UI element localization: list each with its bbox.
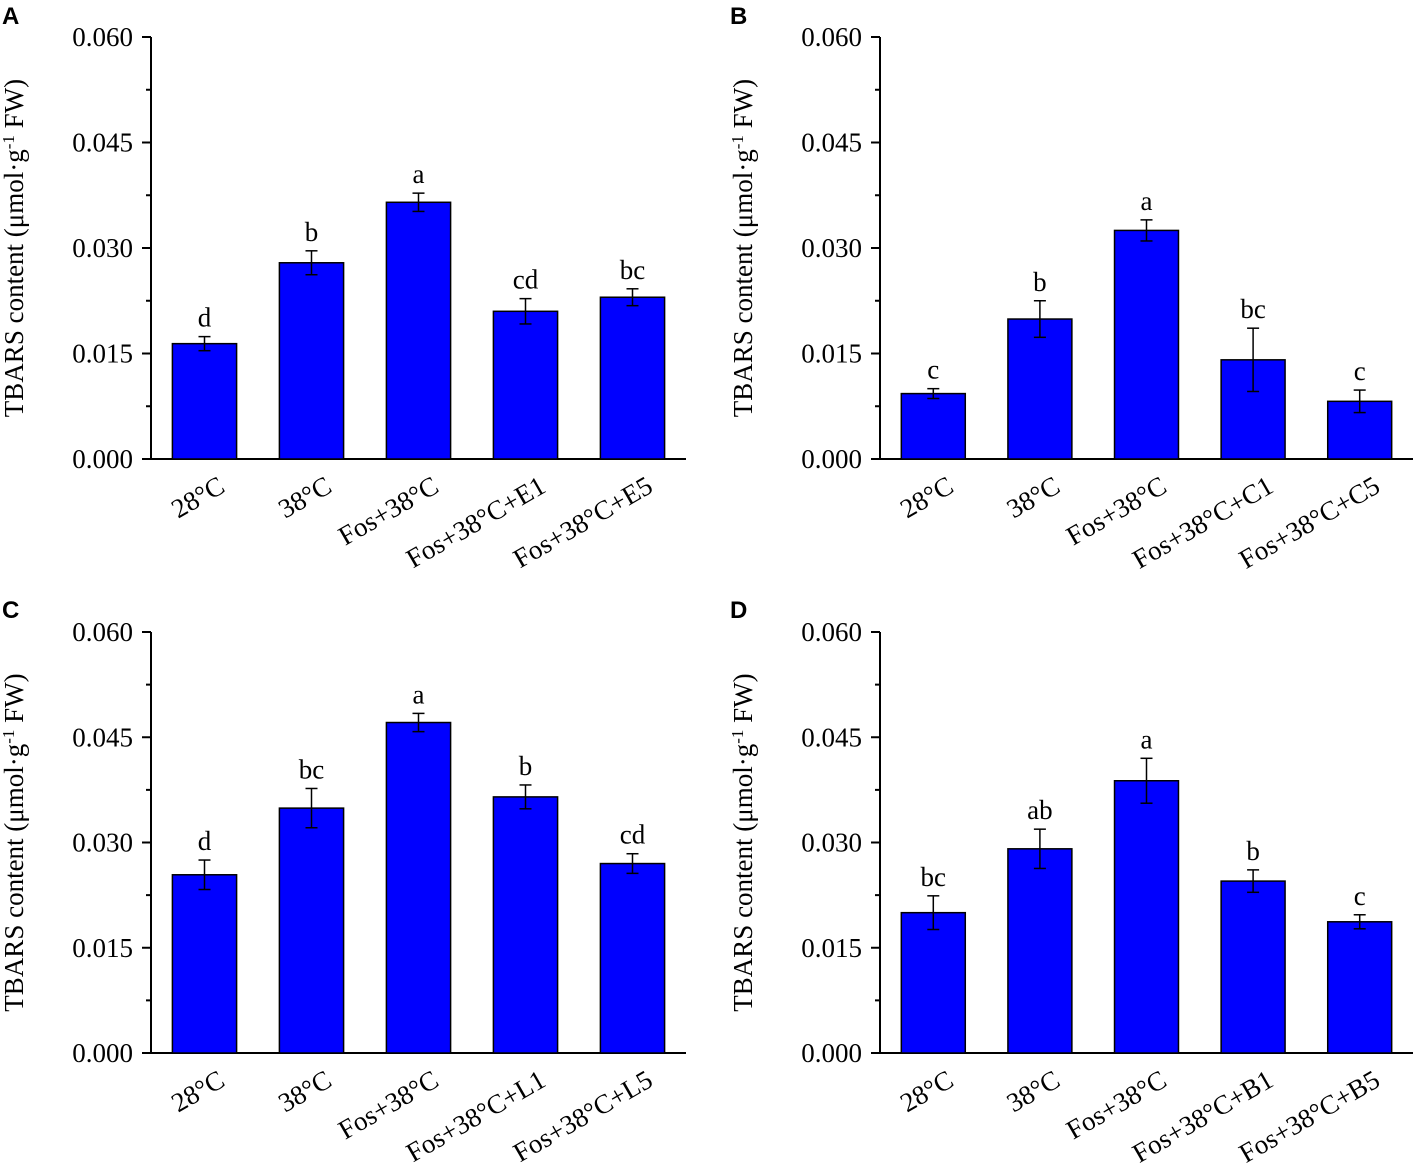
y-tick-label: 0.015 bbox=[72, 933, 133, 963]
significance-letter: cd bbox=[513, 265, 539, 295]
y-tick-label: 0.045 bbox=[72, 128, 133, 158]
significance-letter: a bbox=[1141, 724, 1153, 754]
y-axis-label: TBARS content (μmol·g-1 FW) bbox=[728, 673, 759, 1011]
y-tick-label: 0.015 bbox=[72, 339, 133, 369]
bar bbox=[900, 911, 967, 1054]
y-tick-label: 0.030 bbox=[801, 233, 862, 263]
category-label: 28°C bbox=[895, 1064, 958, 1118]
y-axis-label: TBARS content (μmol·g-1 FW) bbox=[0, 673, 29, 1011]
bar bbox=[1007, 318, 1073, 460]
y-tick-label: 0.000 bbox=[801, 444, 862, 474]
significance-letter: a bbox=[1141, 186, 1153, 216]
significance-letter: a bbox=[413, 679, 425, 709]
category-label: 38°C bbox=[1002, 470, 1065, 524]
bar bbox=[385, 201, 452, 460]
significance-letter: b bbox=[305, 217, 319, 247]
bar bbox=[599, 862, 666, 1054]
y-tick-label: 0.030 bbox=[801, 828, 862, 858]
panel-letter: D bbox=[730, 597, 747, 624]
bar bbox=[900, 392, 967, 460]
category-label: 28°C bbox=[166, 1064, 229, 1118]
significance-letter: ab bbox=[1027, 795, 1052, 825]
category-label: 38°C bbox=[273, 470, 336, 524]
y-tick-label: 0.045 bbox=[72, 722, 133, 752]
panel-letter: A bbox=[2, 3, 19, 30]
y-tick-label: 0.060 bbox=[801, 617, 862, 647]
significance-letter: bc bbox=[921, 862, 947, 892]
y-axis-label: TBARS content (μmol·g-1 FW) bbox=[0, 79, 29, 417]
bar bbox=[1113, 780, 1180, 1054]
significance-letter: b bbox=[519, 751, 533, 781]
significance-letter: c bbox=[1354, 881, 1366, 911]
bar bbox=[171, 874, 238, 1054]
y-tick-label: 0.030 bbox=[72, 828, 133, 858]
y-tick-label: 0.045 bbox=[801, 128, 862, 158]
y-tick-label: 0.000 bbox=[801, 1038, 862, 1068]
bar bbox=[385, 721, 452, 1054]
significance-letter: b bbox=[1246, 836, 1260, 866]
y-tick-label: 0.060 bbox=[72, 22, 133, 52]
bar bbox=[1220, 880, 1286, 1054]
panel-letter: B bbox=[730, 3, 747, 30]
significance-letter: a bbox=[413, 159, 425, 189]
significance-letter: bc bbox=[299, 754, 325, 784]
bar bbox=[492, 310, 559, 460]
y-tick-label: 0.045 bbox=[801, 722, 862, 752]
panel-letter: C bbox=[2, 597, 19, 624]
y-tick-label: 0.015 bbox=[801, 339, 862, 369]
y-tick-label: 0.000 bbox=[72, 444, 133, 474]
category-label: 28°C bbox=[166, 470, 229, 524]
bar bbox=[1326, 921, 1393, 1054]
chart-panel-c: C TBARS content (μmol·g-1 FW) 0.000 0.015 0.… bbox=[0, 597, 686, 1168]
significance-letter: cd bbox=[620, 820, 646, 850]
bar bbox=[1113, 229, 1180, 460]
category-label: 38°C bbox=[1002, 1064, 1065, 1118]
significance-letter: c bbox=[1354, 356, 1366, 386]
bar bbox=[492, 796, 559, 1054]
significance-letter: b bbox=[1033, 267, 1047, 297]
bar bbox=[171, 342, 238, 460]
y-axis-label: TBARS content (μmol·g-1 FW) bbox=[728, 79, 759, 417]
significance-letter: c bbox=[927, 355, 939, 385]
bar bbox=[278, 807, 345, 1054]
bar bbox=[1007, 848, 1073, 1054]
y-tick-label: 0.060 bbox=[801, 22, 862, 52]
category-label: 38°C bbox=[273, 1064, 336, 1118]
chart-panel-b: B TBARS content (μmol·g-1 FW) 0.000 0.015 0.… bbox=[728, 3, 1413, 575]
y-tick-label: 0.030 bbox=[72, 233, 133, 263]
y-tick-label: 0.060 bbox=[72, 617, 133, 647]
significance-letter: bc bbox=[1240, 294, 1266, 324]
bar bbox=[599, 296, 666, 460]
significance-letter: d bbox=[198, 303, 212, 333]
chart-panel-d: D TBARS content (μmol·g-1 FW) 0.000 0.015 0.… bbox=[728, 597, 1413, 1169]
bar bbox=[278, 262, 345, 460]
category-label: 28°C bbox=[895, 470, 958, 524]
chart-panel-a: A TBARS content (μmol·g-1 FW) 0.000 0.015 0.… bbox=[0, 3, 686, 574]
y-tick-label: 0.015 bbox=[801, 933, 862, 963]
significance-letter: bc bbox=[620, 255, 646, 285]
significance-letter: d bbox=[198, 826, 212, 856]
y-tick-label: 0.000 bbox=[72, 1038, 133, 1068]
